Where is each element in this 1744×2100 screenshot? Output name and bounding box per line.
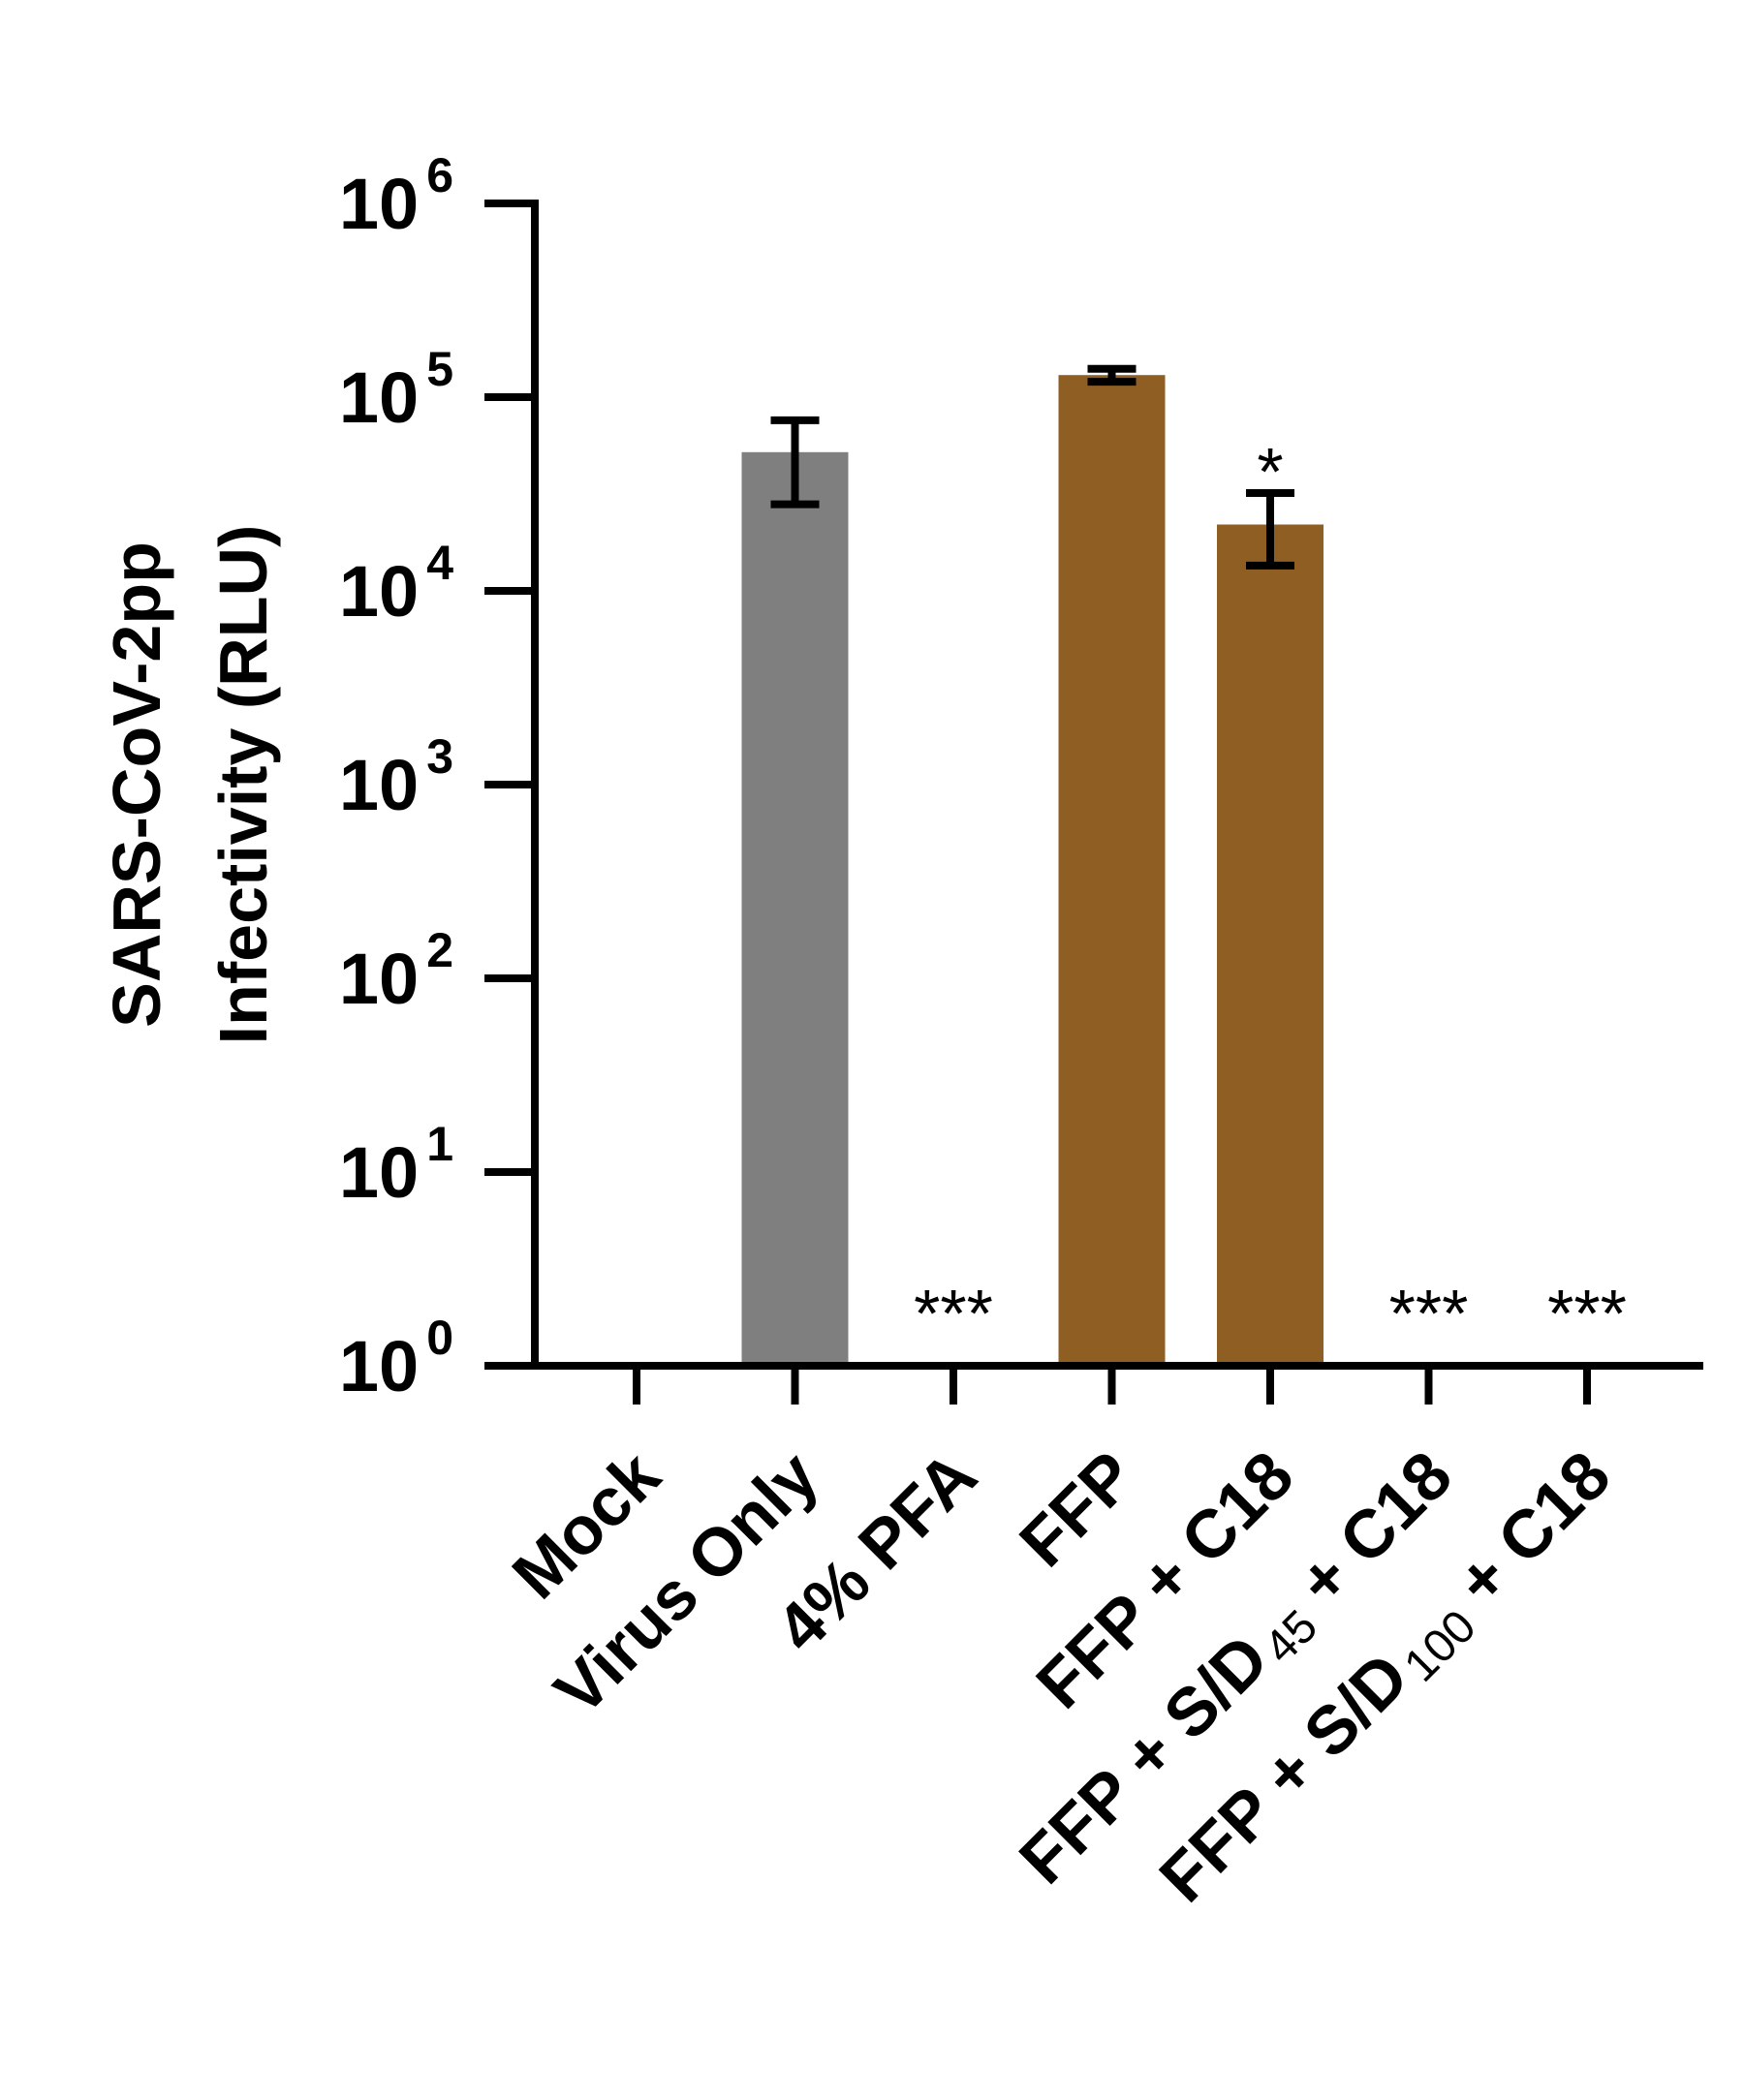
bar — [741, 451, 849, 1366]
error-bars — [770, 364, 1294, 570]
category-label: FFP — [1005, 1436, 1149, 1581]
error-bar — [1087, 364, 1137, 386]
bar — [1217, 524, 1324, 1366]
axes — [531, 200, 1703, 1370]
significance-marker: *** — [914, 1276, 993, 1351]
significance-marker: * — [1257, 434, 1283, 510]
y-tick-label: 10 5 — [339, 342, 453, 438]
bars — [741, 375, 1324, 1367]
y-tick-label: 10 0 — [339, 1311, 453, 1406]
significance-marker: *** — [1389, 1276, 1469, 1351]
y-tick-label: 10 6 — [339, 148, 453, 244]
bar — [1058, 375, 1166, 1367]
x-axis-ticks — [633, 1366, 1591, 1405]
significance-markers: ******* *** — [914, 434, 1627, 1351]
y-tick-label: 10 1 — [339, 1117, 453, 1213]
y-axis-title: SARS-CoV-2pp Infectivity (RLU) — [99, 525, 281, 1045]
y-axis-label: SARS-CoV-2pp Infectivity (RLU) — [99, 525, 281, 1045]
significance-marker: *** — [1547, 1276, 1627, 1351]
error-bar — [1246, 488, 1294, 570]
error-bar — [770, 416, 820, 509]
y-tick-label: 10 4 — [339, 536, 453, 632]
y-tick-label: 10 3 — [339, 729, 453, 825]
y-tick-label: 10 2 — [339, 923, 453, 1019]
